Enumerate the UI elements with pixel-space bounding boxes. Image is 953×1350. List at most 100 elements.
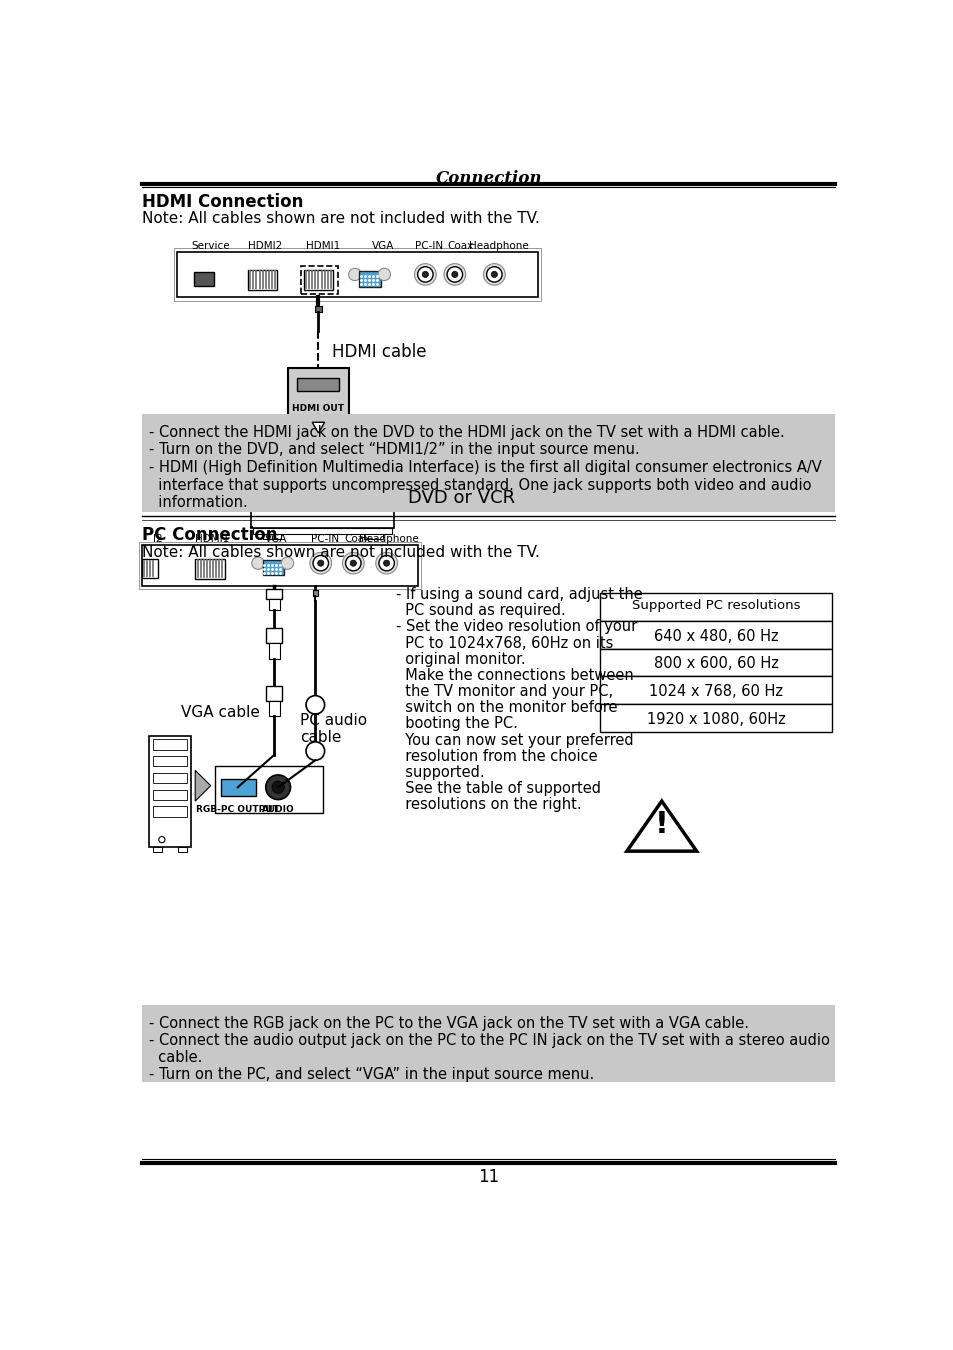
Text: - Turn on the DVD, and select “HDMI1/2” in the input source menu.: - Turn on the DVD, and select “HDMI1/2” … — [149, 443, 639, 458]
Circle shape — [252, 558, 264, 570]
Bar — [288, 369, 348, 416]
Text: PC Connection: PC Connection — [142, 526, 277, 544]
Text: I2: I2 — [153, 533, 163, 544]
Text: 800 x 600, 60 Hz: 800 x 600, 60 Hz — [653, 656, 778, 671]
Circle shape — [158, 837, 165, 842]
Bar — [599, 621, 831, 648]
Bar — [177, 252, 537, 297]
Circle shape — [417, 267, 433, 282]
Text: 11: 11 — [477, 1168, 499, 1185]
Text: interface that supports uncompressed standard. One jack supports both video and : interface that supports uncompressed sta… — [149, 478, 810, 493]
Bar — [269, 599, 279, 610]
Bar — [269, 701, 279, 717]
Text: HDMI OUT: HDMI OUT — [293, 404, 344, 413]
Circle shape — [447, 267, 462, 282]
Text: information.: information. — [149, 495, 247, 510]
Circle shape — [486, 267, 501, 282]
Bar — [337, 495, 344, 504]
Polygon shape — [312, 423, 324, 433]
Bar — [152, 806, 187, 817]
Bar — [262, 560, 284, 575]
Text: - If using a sound card, adjust the: - If using a sound card, adjust the — [395, 587, 642, 602]
Text: Make the connections between: Make the connections between — [395, 668, 633, 683]
Text: Coax: Coax — [447, 240, 473, 251]
Text: You can now set your preferred: You can now set your preferred — [395, 733, 633, 748]
Circle shape — [310, 552, 332, 574]
Bar — [300, 266, 337, 294]
Bar — [297, 378, 339, 392]
Bar — [599, 705, 831, 732]
Text: Headphone: Headphone — [469, 240, 528, 251]
Text: PC to 1024x768, 60Hz on its: PC to 1024x768, 60Hz on its — [395, 636, 613, 651]
Bar — [139, 541, 420, 590]
Bar — [149, 736, 192, 848]
Circle shape — [378, 555, 394, 571]
Bar — [313, 590, 317, 597]
Text: Service: Service — [192, 240, 230, 251]
Text: - Connect the RGB jack on the PC to the VGA jack on the TV set with a VGA cable.: - Connect the RGB jack on the PC to the … — [149, 1017, 748, 1031]
Bar — [314, 495, 320, 504]
Text: HDMI2: HDMI2 — [248, 240, 282, 251]
Bar — [251, 482, 394, 487]
Text: Connection: Connection — [436, 170, 541, 186]
Text: Note: All cables shown are not included with the TV.: Note: All cables shown are not included … — [142, 212, 539, 227]
Bar — [269, 643, 279, 659]
Circle shape — [313, 555, 328, 571]
Text: Supported PC resolutions: Supported PC resolutions — [631, 598, 800, 612]
Bar — [599, 676, 831, 705]
Text: AUDIO: AUDIO — [261, 805, 294, 814]
Text: booting the PC.: booting the PC. — [395, 717, 517, 732]
Bar — [253, 528, 392, 533]
Text: - HDMI (High Definition Multimedia Interface) is the first all digital consumer : - HDMI (High Definition Multimedia Inter… — [149, 460, 821, 475]
Circle shape — [266, 775, 291, 799]
Circle shape — [483, 263, 505, 285]
Text: - Turn on the PC, and select “VGA” in the input source menu.: - Turn on the PC, and select “VGA” in th… — [149, 1066, 594, 1081]
Text: VGA cable: VGA cable — [181, 705, 260, 720]
Text: 1024 x 768, 60 Hz: 1024 x 768, 60 Hz — [648, 684, 782, 699]
Text: HDMI1: HDMI1 — [195, 533, 229, 544]
Text: - Set the video resolution of your: - Set the video resolution of your — [395, 620, 637, 634]
Bar — [152, 790, 187, 801]
Bar — [266, 686, 282, 701]
Circle shape — [491, 271, 497, 278]
Circle shape — [350, 560, 356, 566]
Bar — [314, 306, 322, 312]
Text: supported.: supported. — [395, 765, 484, 780]
Text: VGA: VGA — [264, 533, 287, 544]
Bar — [326, 495, 332, 504]
Text: - Connect the HDMI jack on the DVD to the HDMI jack on the TV set with a HDMI ca: - Connect the HDMI jack on the DVD to th… — [149, 424, 783, 440]
Text: cable.: cable. — [149, 1050, 202, 1065]
Circle shape — [452, 271, 457, 278]
Text: - Connect the audio output jack on the PC to the PC IN jack on the TV set with a: - Connect the audio output jack on the P… — [149, 1033, 829, 1048]
Bar — [195, 559, 224, 579]
Text: switch on the monitor before: switch on the monitor before — [395, 701, 617, 716]
Bar — [152, 772, 187, 783]
Text: !: ! — [654, 810, 668, 840]
Text: resolution from the choice: resolution from the choice — [395, 749, 597, 764]
Text: HDMI1: HDMI1 — [306, 240, 340, 251]
Circle shape — [345, 555, 360, 571]
Text: Headphone: Headphone — [358, 533, 418, 544]
Text: PC audio
cable: PC audio cable — [299, 713, 367, 745]
Polygon shape — [626, 801, 696, 850]
Text: PC sound as required.: PC sound as required. — [395, 603, 565, 618]
Circle shape — [415, 263, 436, 285]
Circle shape — [281, 558, 294, 570]
Bar — [142, 545, 417, 586]
Bar — [174, 248, 540, 301]
Bar — [266, 589, 282, 599]
Bar — [364, 533, 382, 539]
Bar — [258, 494, 303, 505]
Polygon shape — [195, 771, 211, 801]
Text: resolutions on the right.: resolutions on the right. — [395, 798, 581, 813]
Text: VGA: VGA — [371, 240, 394, 251]
Bar — [248, 270, 277, 290]
Text: Note: All cables shown are not included with the TV.: Note: All cables shown are not included … — [142, 544, 539, 560]
Bar — [359, 271, 381, 286]
Circle shape — [353, 489, 373, 509]
Circle shape — [306, 741, 324, 760]
Circle shape — [306, 695, 324, 714]
Text: HDMI Connection: HDMI Connection — [142, 193, 304, 211]
Bar — [266, 628, 282, 643]
Text: 1920 x 1080, 60Hz: 1920 x 1080, 60Hz — [646, 711, 784, 726]
